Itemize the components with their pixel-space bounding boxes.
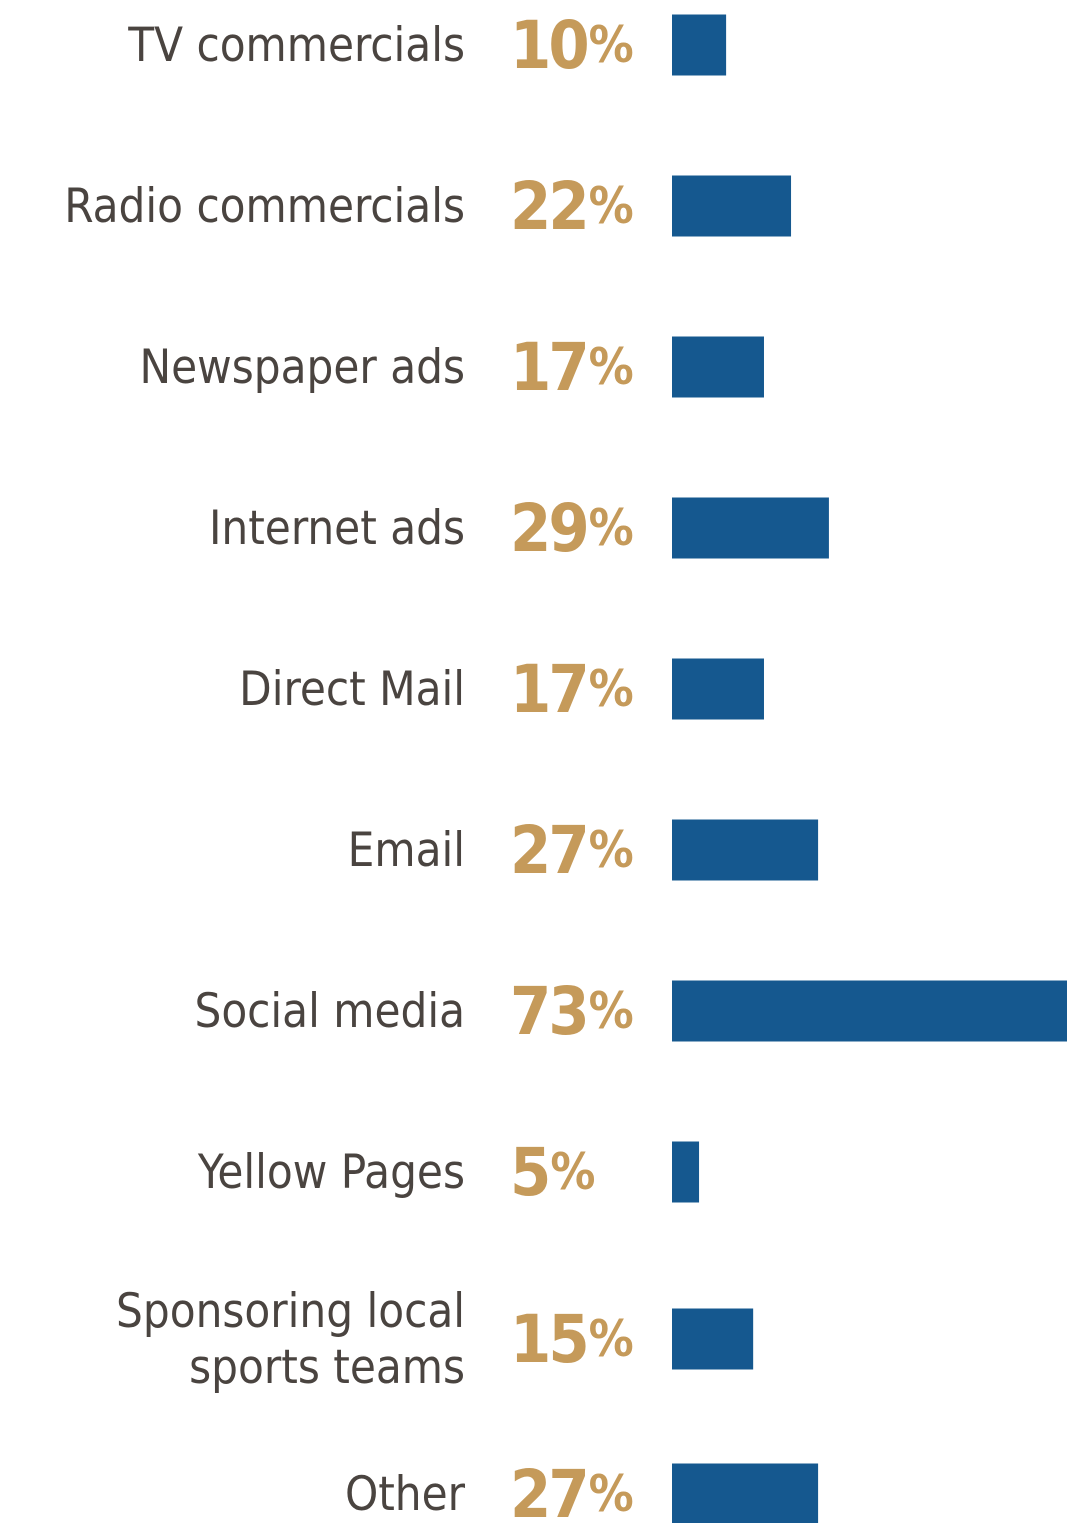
category-label-line: Radio commercials	[64, 179, 465, 234]
category-label: Email	[348, 823, 465, 878]
category-label-line: Internet ads	[209, 501, 465, 556]
value-number: 27	[510, 1456, 587, 1523]
category-label: Internet ads	[209, 501, 465, 556]
category-label-line: Yellow Pages	[197, 1145, 465, 1200]
bar	[672, 819, 819, 881]
bar	[672, 658, 764, 720]
category-label-line: Newspaper ads	[140, 340, 466, 395]
value-percent-sign: %	[589, 821, 633, 879]
category-label: Yellow Pages	[197, 1145, 465, 1200]
value-number: 27	[510, 812, 587, 889]
category-label-line: Email	[348, 823, 465, 878]
bar-row: TV commercials 10%	[127, 7, 727, 84]
bar-row: Radio commercials 22%	[64, 168, 792, 245]
bar	[672, 980, 1067, 1042]
value-number: 5	[510, 1134, 548, 1211]
value-label: 17%	[510, 329, 633, 406]
category-label: Other	[345, 1467, 466, 1522]
value-number: 15	[510, 1301, 587, 1378]
value-label: 27%	[510, 812, 633, 889]
value-number: 10	[510, 7, 587, 84]
category-label-line: TV commercials	[127, 18, 465, 73]
value-number: 29	[510, 490, 587, 567]
value-percent-sign: %	[589, 982, 633, 1040]
bar-row: Other 27%	[345, 1456, 819, 1523]
value-label: 10%	[510, 7, 633, 84]
bar-row: Sponsoring local sports teams 15%	[116, 1284, 754, 1395]
category-label: TV commercials	[127, 18, 465, 73]
value-label: 73%	[510, 973, 633, 1050]
bar	[672, 497, 829, 559]
value-percent-sign: %	[550, 1143, 594, 1201]
value-percent-sign: %	[589, 499, 633, 557]
category-label-line: Direct Mail	[239, 662, 465, 717]
category-label: Radio commercials	[64, 179, 465, 234]
value-number: 22	[510, 168, 587, 245]
bar	[672, 1141, 700, 1203]
value-percent-sign: %	[589, 177, 633, 235]
category-label: Sponsoring local sports teams	[116, 1284, 465, 1395]
chart-rows: TV commercials 10%Radio commercials 22%New…	[64, 7, 1067, 1523]
value-label: 29%	[510, 490, 633, 567]
bar	[672, 1308, 754, 1370]
value-label: 15%	[510, 1301, 633, 1378]
bar	[672, 14, 727, 76]
value-label: 5%	[510, 1134, 594, 1211]
value-number: 73	[510, 973, 587, 1050]
value-label: 22%	[510, 168, 633, 245]
value-percent-sign: %	[589, 338, 633, 396]
bar-row: Yellow Pages 5%	[197, 1134, 700, 1211]
bar	[672, 175, 792, 237]
bar	[672, 1463, 819, 1523]
bar-row: Social media 73%	[194, 973, 1067, 1050]
value-percent-sign: %	[589, 16, 633, 74]
value-percent-sign: %	[589, 1310, 633, 1368]
bar-row: Email 27%	[348, 812, 819, 889]
category-label: Newspaper ads	[140, 340, 466, 395]
value-percent-sign: %	[589, 1465, 633, 1523]
value-percent-sign: %	[589, 660, 633, 718]
category-label-line: Sponsoring local	[116, 1284, 465, 1339]
value-number: 17	[510, 651, 587, 728]
bar-row: Direct Mail 17%	[239, 651, 764, 728]
value-label: 17%	[510, 651, 633, 728]
category-label-line: Other	[345, 1467, 466, 1522]
bar	[672, 336, 764, 398]
bar-row: Newspaper ads 17%	[140, 329, 764, 406]
category-label: Direct Mail	[239, 662, 465, 717]
value-label: 27%	[510, 1456, 633, 1523]
category-label-line: Social media	[194, 984, 465, 1039]
value-number: 17	[510, 329, 587, 406]
bar-row: Internet ads 29%	[209, 490, 829, 567]
category-label-line: sports teams	[189, 1340, 465, 1395]
category-label: Social media	[194, 984, 465, 1039]
